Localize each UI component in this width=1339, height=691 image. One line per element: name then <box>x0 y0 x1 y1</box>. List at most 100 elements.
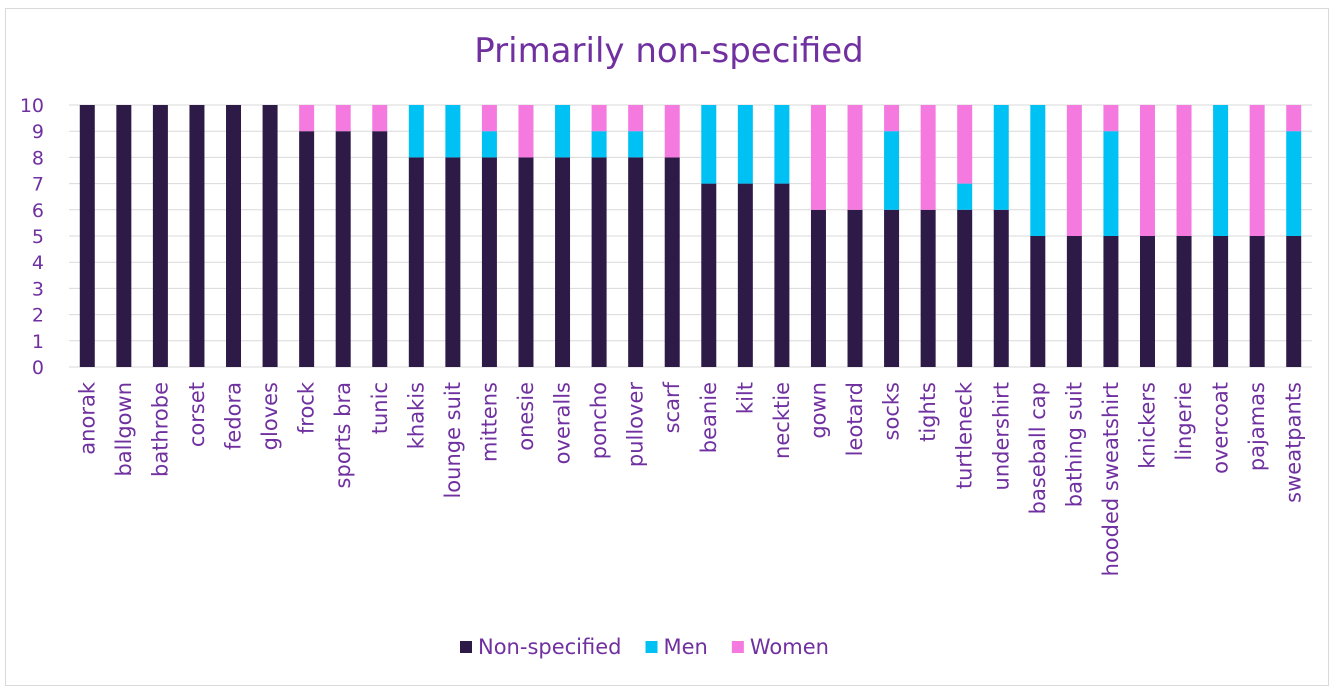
y-tick-label: 1 <box>32 331 44 353</box>
x-category-label: bathing suit <box>1062 382 1086 507</box>
y-tick-label: 6 <box>32 200 44 222</box>
bar-segment-non-specified <box>408 157 424 367</box>
bar-segment-women <box>1139 105 1155 236</box>
x-category-label: scarf <box>660 381 684 433</box>
x-category-label: khakis <box>404 382 428 449</box>
bar-segment-men <box>481 131 497 158</box>
bar-segment-men <box>993 105 1009 210</box>
chart-title: Primarily non-specified <box>474 31 864 71</box>
bar-segment-non-specified <box>189 105 205 367</box>
bar-segment-women <box>481 105 497 132</box>
legend-swatch <box>731 641 744 653</box>
bar-segment-non-specified <box>810 209 826 367</box>
bar-segment-women <box>1066 105 1082 236</box>
bar-segment-non-specified <box>884 209 900 367</box>
bar-segment-non-specified <box>335 131 351 367</box>
y-tick-label: 4 <box>32 252 44 274</box>
x-category-label: baseball cap <box>1026 382 1050 514</box>
x-category-label: kilt <box>733 382 757 414</box>
bar-segment-non-specified <box>445 157 461 367</box>
x-category-label: ballgown <box>112 382 136 477</box>
bar-segment-non-specified <box>1176 236 1192 367</box>
x-category-label: sweatpants <box>1282 382 1306 503</box>
bar-segment-women <box>884 105 900 132</box>
bar-segment-men <box>555 105 571 158</box>
bar-segment-men <box>445 105 461 158</box>
x-category-label: lingerie <box>1172 382 1196 461</box>
bar-segment-non-specified <box>1103 236 1119 367</box>
legend-label: Men <box>664 635 708 659</box>
legend-label: Non-specified <box>478 635 622 659</box>
bar-segment-non-specified <box>737 183 753 367</box>
bar-segment-non-specified <box>79 105 95 367</box>
bar-segment-non-specified <box>372 131 388 367</box>
x-category-label: bathrobe <box>148 382 172 477</box>
bar-segment-women <box>920 105 936 210</box>
x-category-label: poncho <box>587 382 611 459</box>
bar-segment-non-specified <box>1030 236 1046 367</box>
bar-segment-non-specified <box>116 105 132 367</box>
bar-segment-women <box>299 105 315 132</box>
legend-swatch <box>645 641 658 653</box>
bar-segment-men <box>408 105 424 158</box>
bar-segment-non-specified <box>920 209 936 367</box>
x-category-label: tights <box>916 382 940 442</box>
bars <box>79 105 1302 367</box>
legend-label: Women <box>750 635 829 659</box>
bar-segment-non-specified <box>957 209 973 367</box>
x-category-label: anorak <box>75 381 99 455</box>
bar-segment-non-specified <box>1249 236 1265 367</box>
bar-segment-non-specified <box>701 183 717 367</box>
bar-segment-non-specified <box>1139 236 1155 367</box>
x-category-label: onesie <box>514 382 538 451</box>
y-tick-label: 3 <box>32 278 44 300</box>
x-category-label: knickers <box>1135 382 1159 469</box>
bar-segment-women <box>1249 105 1265 236</box>
y-tick-label: 10 <box>20 95 44 117</box>
bar-segment-non-specified <box>847 209 863 367</box>
legend-swatch <box>460 641 472 653</box>
y-tick-label: 7 <box>32 174 44 196</box>
bar-segment-non-specified <box>774 183 790 367</box>
x-axis-category-labels: anorak ballgown bathrobe corset fedora gloves… <box>75 381 1305 576</box>
bar-segment-women <box>847 105 863 210</box>
legend: Non-specified Men Women <box>460 635 829 659</box>
bar-segment-non-specified <box>262 105 278 367</box>
bar-segment-women <box>628 105 644 132</box>
bar-segment-non-specified <box>993 209 1009 367</box>
bar-segment-non-specified <box>299 131 315 367</box>
x-category-label: fedora <box>222 382 246 450</box>
bar-segment-women <box>1286 105 1302 132</box>
bar-segment-non-specified <box>1286 236 1302 367</box>
x-category-label: undershirt <box>989 382 1013 490</box>
x-category-label: beanie <box>697 382 721 453</box>
bar-segment-women <box>957 105 973 184</box>
bar-segment-men <box>1286 131 1302 236</box>
x-category-label: sports bra <box>331 382 355 488</box>
bar-segment-men <box>1030 105 1046 236</box>
bar-segment-men <box>884 131 900 210</box>
x-category-label: corset <box>185 382 209 447</box>
bar-segment-non-specified <box>664 157 680 367</box>
bar-segment-non-specified <box>1213 236 1229 367</box>
x-category-label: necktie <box>770 382 794 459</box>
x-category-label: overcoat <box>1209 382 1233 474</box>
bar-segment-non-specified <box>555 157 571 367</box>
x-category-label: gloves <box>258 382 282 450</box>
bar-segment-men <box>1103 131 1119 236</box>
bar-segment-non-specified <box>591 157 607 367</box>
x-category-label: overalls <box>551 382 575 464</box>
bar-segment-non-specified <box>152 105 168 367</box>
bar-segment-women <box>518 105 534 158</box>
bar-segment-women <box>591 105 607 132</box>
x-category-label: socks <box>880 382 904 440</box>
x-category-label: pajamas <box>1245 382 1269 471</box>
x-category-label: frock <box>295 381 319 434</box>
y-axis-ticks: 0 1 2 3 4 5 6 7 8 9 10 <box>20 95 44 379</box>
y-tick-label: 8 <box>32 147 44 169</box>
x-category-label: pullover <box>624 382 648 468</box>
gridlines <box>69 104 1312 368</box>
bar-segment-men <box>1213 105 1229 236</box>
bar-segment-men <box>628 131 644 158</box>
